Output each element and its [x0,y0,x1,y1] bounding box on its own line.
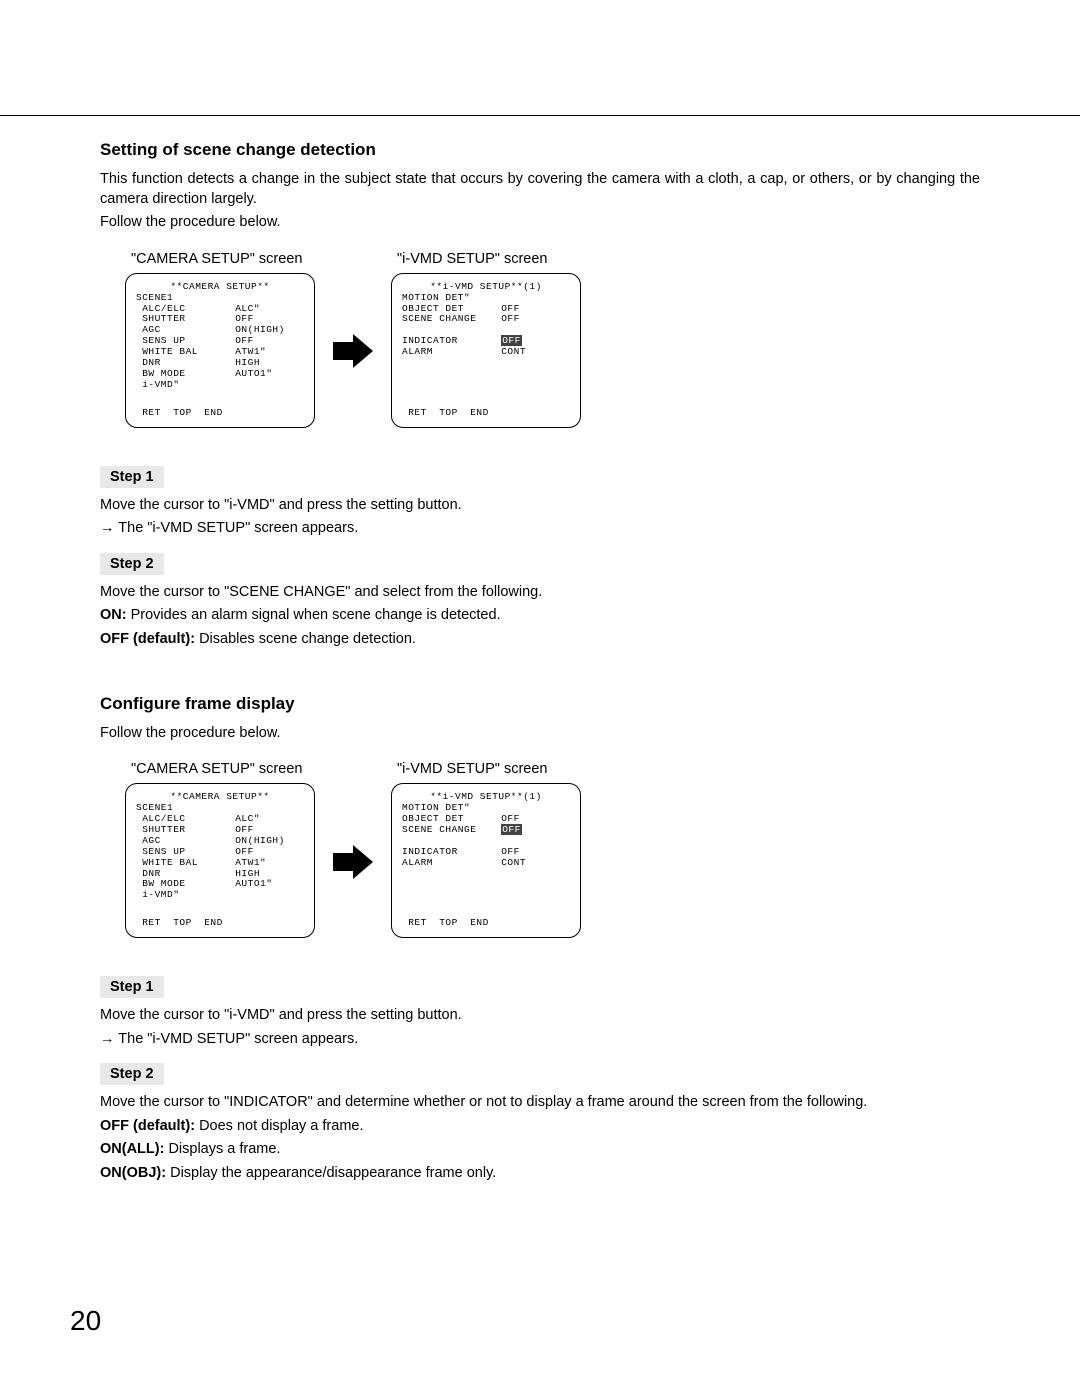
onall-text: Displays a frame. [164,1141,280,1157]
top-divider [0,115,1080,116]
section1-intro1: This function detects a change in the su… [100,170,980,209]
section1-screens: "CAMERA SETUP" screen **CAMERA SETUP**SC… [125,251,980,428]
ivmd-setup-label: "i-VMD SETUP" screen [397,761,548,777]
ivmd-setup-screen: **i-VMD SETUP**(1)MOTION DET"OBJECT DET … [391,783,581,938]
step2-off: OFF (default): Disables scene change det… [100,630,980,650]
off-label: OFF (default): [100,1118,195,1134]
step2-onall: ON(ALL): Displays a frame. [100,1140,980,1160]
step1-result: → The "i-VMD SETUP" screen appears. [100,519,980,539]
camera-setup-label: "CAMERA SETUP" screen [131,251,302,267]
section1-heading: Setting of scene change detection [100,140,980,160]
step2-label: Step 2 [100,1063,164,1085]
ivmd-setup-label: "i-VMD SETUP" screen [397,251,548,267]
camera-setup-label: "CAMERA SETUP" screen [131,761,302,777]
step2-onobj: ON(OBJ): Display the appearance/disappea… [100,1164,980,1184]
step1-text: Move the cursor to "i-VMD" and press the… [100,1006,980,1026]
arrow-icon [333,334,373,368]
ivmd-setup-col: "i-VMD SETUP" screen **i-VMD SETUP**(1)M… [391,251,581,428]
page-number: 20 [70,1305,101,1337]
step2-on: ON: Provides an alarm signal when scene … [100,606,980,626]
onobj-text: Display the appearance/disappearance fra… [166,1165,496,1181]
section2-heading: Configure frame display [100,694,980,714]
step2-text: Move the cursor to "INDICATOR" and deter… [100,1093,980,1113]
onobj-label: ON(OBJ): [100,1165,166,1181]
camera-setup-col: "CAMERA SETUP" screen **CAMERA SETUP**SC… [125,251,315,428]
off-text: Does not display a frame. [195,1118,363,1134]
ivmd-setup-col: "i-VMD SETUP" screen **i-VMD SETUP**(1)M… [391,761,581,938]
ivmd-setup-screen: **i-VMD SETUP**(1)MOTION DET"OBJECT DET … [391,273,581,428]
step2-label: Step 2 [100,553,164,575]
step1-result: → The "i-VMD SETUP" screen appears. [100,1030,980,1050]
camera-setup-screen: **CAMERA SETUP**SCENE1 ALC/ELC ALC" SHUT… [125,273,315,428]
onall-label: ON(ALL): [100,1141,164,1157]
section2-intro: Follow the procedure below. [100,724,980,744]
section1-intro2: Follow the procedure below. [100,213,980,233]
step1-text: Move the cursor to "i-VMD" and press the… [100,496,980,516]
off-text: Disables scene change detection. [195,631,416,647]
step1-label: Step 1 [100,976,164,998]
on-label: ON: [100,607,127,623]
on-text: Provides an alarm signal when scene chan… [127,607,501,623]
arrow-icon [333,845,373,879]
section2-screens: "CAMERA SETUP" screen **CAMERA SETUP**SC… [125,761,980,938]
camera-setup-screen: **CAMERA SETUP**SCENE1 ALC/ELC ALC" SHUT… [125,783,315,938]
camera-setup-col: "CAMERA SETUP" screen **CAMERA SETUP**SC… [125,761,315,938]
step2-text: Move the cursor to "SCENE CHANGE" and se… [100,583,980,603]
step1-label: Step 1 [100,466,164,488]
page-content: Setting of scene change detection This f… [0,0,1080,1183]
off-label: OFF (default): [100,631,195,647]
step2-off: OFF (default): Does not display a frame. [100,1117,980,1137]
